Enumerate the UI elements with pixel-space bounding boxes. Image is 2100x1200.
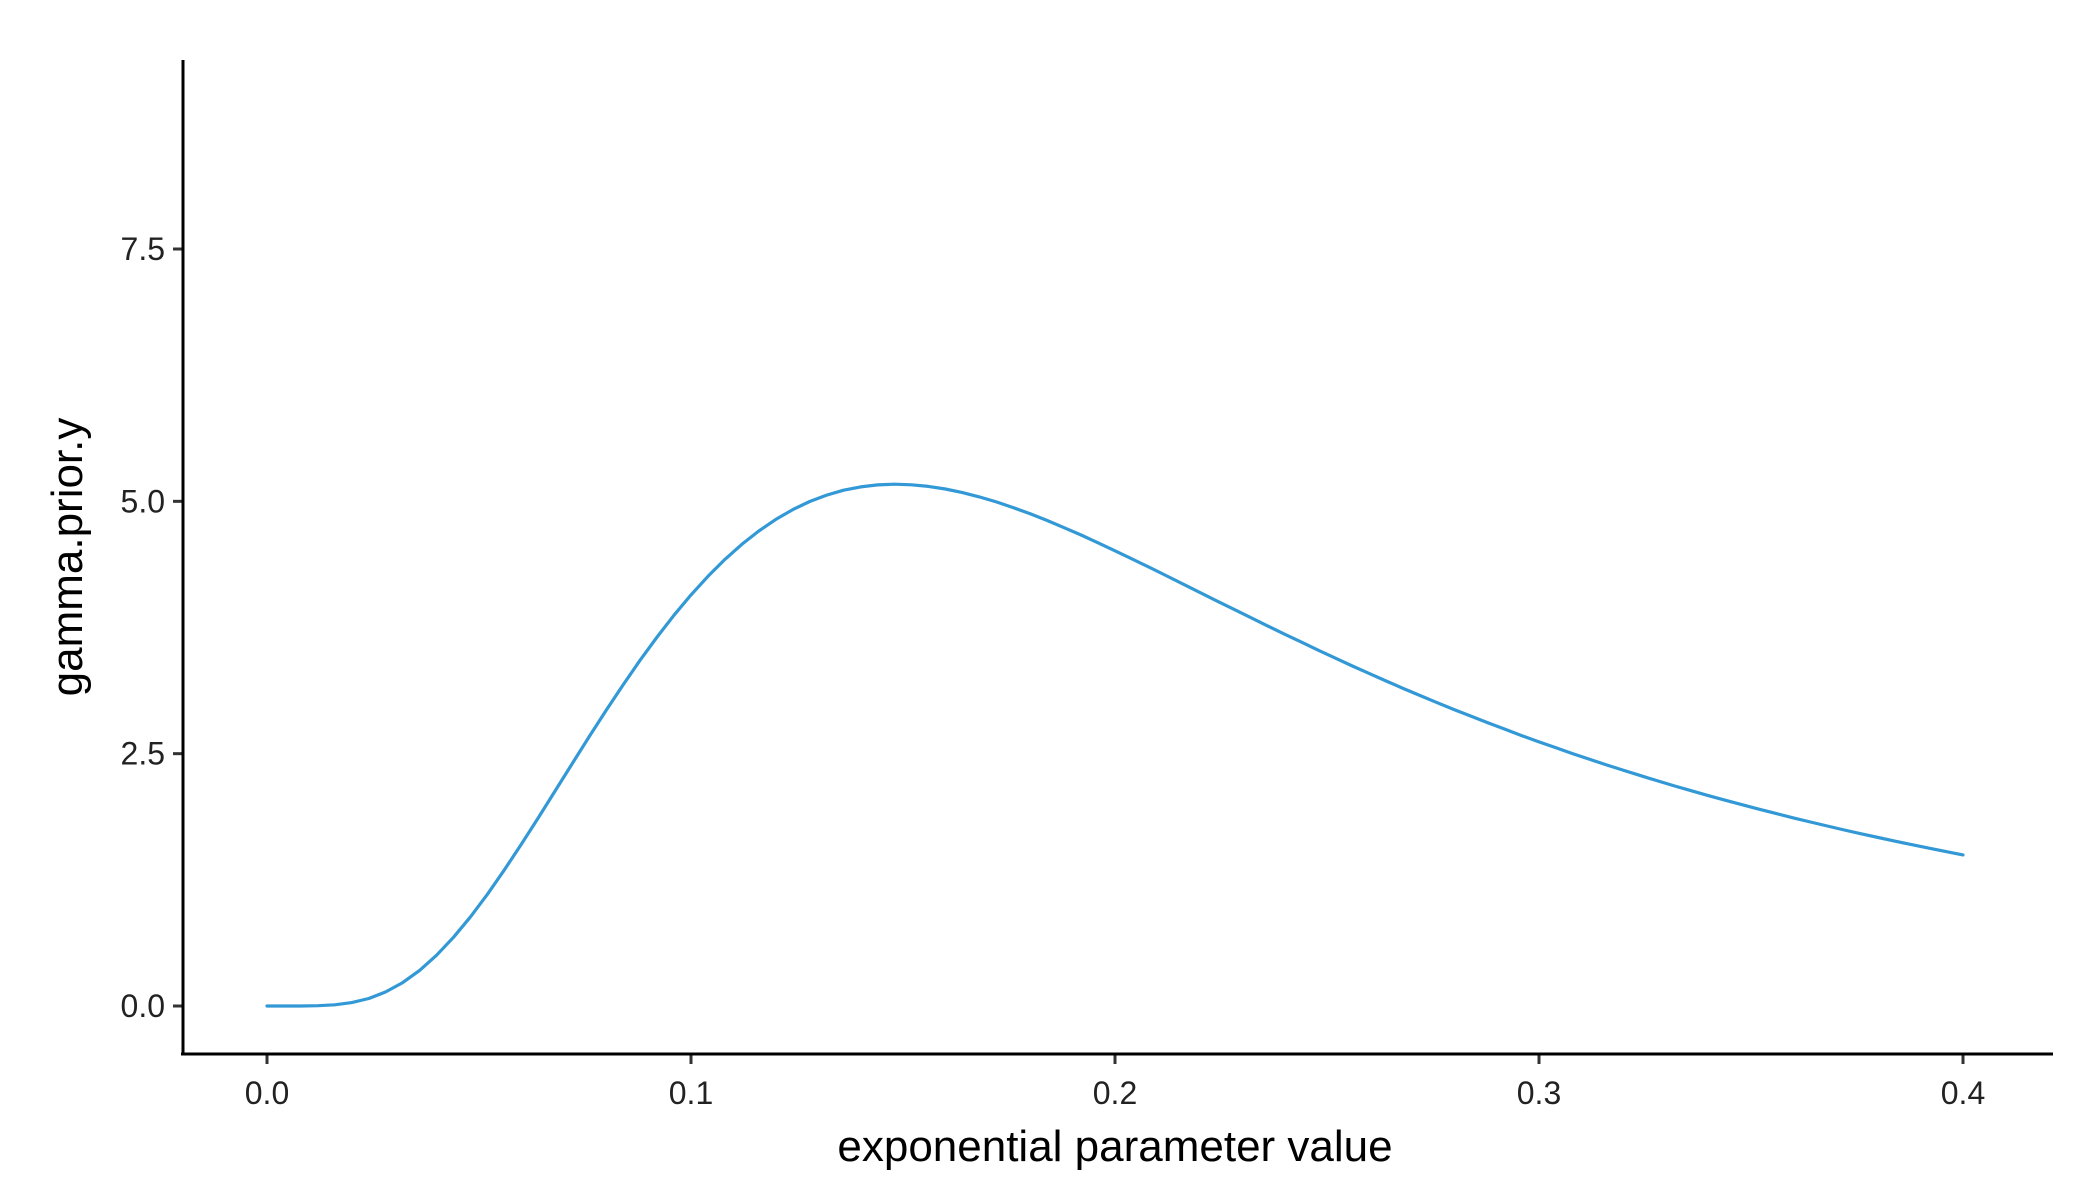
x-tick-label: 0.4 — [1941, 1075, 1985, 1111]
x-tick-label: 0.2 — [1093, 1075, 1137, 1111]
x-axis-ticks: 0.0 0.1 0.2 0.3 0.4 — [245, 1054, 1985, 1111]
y-tick-label: 5.0 — [121, 483, 165, 519]
x-tick-label: 0.3 — [1517, 1075, 1561, 1111]
y-axis-title: gamma.prior.y — [43, 418, 92, 697]
x-axis-title: exponential parameter value — [837, 1122, 1392, 1171]
y-tick-label: 2.5 — [121, 736, 165, 772]
y-tick-label: 7.5 — [121, 231, 165, 267]
y-axis-ticks: 0.0 2.5 5.0 7.5 — [121, 231, 183, 1024]
series-line — [265, 482, 1965, 1008]
x-tick-label: 0.0 — [245, 1075, 289, 1111]
y-tick-label: 0.0 — [121, 988, 165, 1024]
x-tick-label: 0.1 — [669, 1075, 713, 1111]
